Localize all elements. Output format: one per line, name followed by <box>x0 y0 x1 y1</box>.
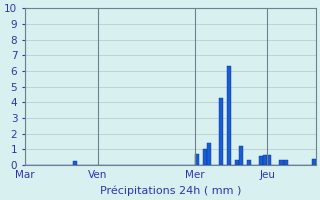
Bar <box>263 155 267 165</box>
Bar <box>284 160 288 165</box>
Bar <box>239 146 243 165</box>
Bar <box>227 66 231 165</box>
Bar <box>312 159 316 165</box>
Bar <box>259 156 263 165</box>
Bar <box>195 154 199 165</box>
X-axis label: Précipitations 24h ( mm ): Précipitations 24h ( mm ) <box>100 185 241 196</box>
Bar <box>203 149 207 165</box>
Bar <box>207 143 211 165</box>
Bar <box>247 160 251 165</box>
Bar <box>235 160 239 165</box>
Bar <box>219 98 223 165</box>
Bar <box>267 155 271 165</box>
Bar <box>73 161 77 165</box>
Bar <box>279 160 284 165</box>
